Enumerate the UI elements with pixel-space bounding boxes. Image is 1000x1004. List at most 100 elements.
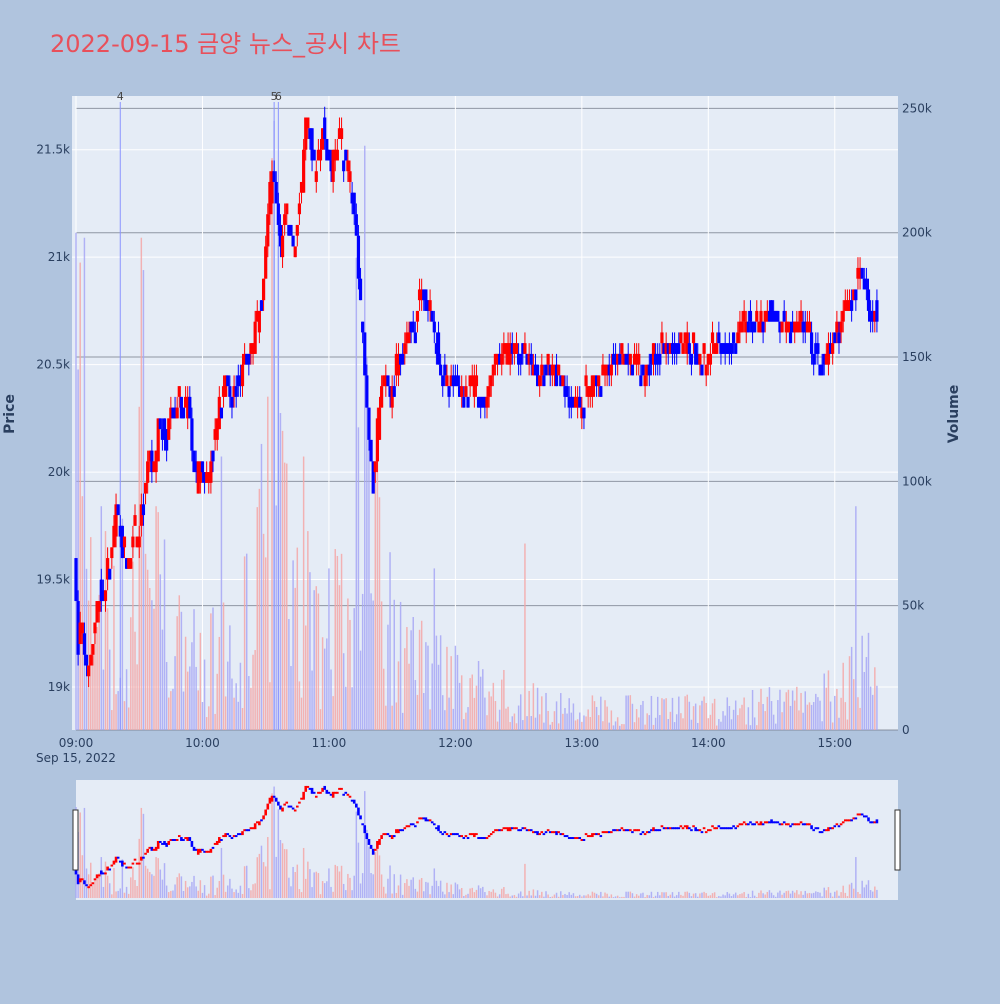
mini-volume-bar <box>564 893 566 898</box>
mini-volume-bar <box>644 897 646 898</box>
mini-volume-bar <box>661 892 663 898</box>
mini-candle <box>810 825 813 830</box>
volume-bar <box>616 717 619 730</box>
mini-volume-bar <box>694 893 697 898</box>
candle-body <box>788 332 793 344</box>
volume-bar <box>772 714 775 730</box>
volume-bar <box>212 607 214 730</box>
candle-body <box>689 353 694 365</box>
volume-bar <box>374 479 377 730</box>
mini-volume-bar <box>473 892 476 898</box>
mini-volume-bar <box>659 895 661 898</box>
volume-bar <box>669 711 672 730</box>
mini-candle <box>144 852 147 855</box>
mini-volume-bar <box>484 892 486 898</box>
mini-volume-bar <box>429 894 431 898</box>
candle-body <box>835 321 839 333</box>
volume-bar <box>587 709 589 730</box>
volume-bar <box>652 724 655 730</box>
mini-volume-bar <box>587 894 589 898</box>
volume-bar <box>130 617 132 730</box>
volume-bar <box>104 531 107 730</box>
volume-bar <box>315 586 318 730</box>
news-marker-label[interactable]: 4 <box>117 90 124 103</box>
mini-candle <box>97 874 101 877</box>
mini-volume-bar <box>416 891 419 898</box>
news-marker-label[interactable]: 6 <box>275 90 282 103</box>
volume-bar <box>463 719 465 730</box>
mini-volume-bar <box>743 892 745 898</box>
mini-volume-bar <box>549 897 551 898</box>
candle-body <box>270 171 274 204</box>
volume-bar <box>585 716 587 730</box>
candle-body <box>809 332 814 354</box>
mini-volume-bar <box>385 893 387 898</box>
range-slider-handle-right[interactable] <box>894 809 901 871</box>
mini-candle <box>321 787 324 792</box>
candle-body <box>261 278 266 301</box>
volume-bar <box>391 705 393 730</box>
mini-candle <box>338 787 341 790</box>
candle-body <box>816 343 820 354</box>
candle-body <box>578 396 582 408</box>
mini-volume-bar <box>174 884 176 898</box>
volume-bar <box>806 704 809 730</box>
mini-volume-bar <box>583 895 585 898</box>
volume-bar <box>397 661 400 730</box>
candle-body <box>221 386 226 397</box>
candle-body <box>529 353 533 365</box>
mini-candle <box>264 809 267 816</box>
candle-body <box>224 375 228 397</box>
candle-body <box>108 568 112 580</box>
candle-body <box>519 353 523 365</box>
mini-volume-bar <box>231 888 233 898</box>
mini-volume-bar <box>458 889 461 898</box>
mini-candle <box>331 791 335 798</box>
y-tick-label: 19k <box>48 680 70 694</box>
mini-volume-bar <box>315 871 318 898</box>
volume-bar <box>332 696 334 730</box>
mini-volume-bar <box>646 894 648 898</box>
mini-volume-bar <box>340 865 343 898</box>
volume-bar <box>844 702 847 730</box>
mini-volume-bar <box>208 893 210 898</box>
candle-body <box>392 386 396 397</box>
mini-candle <box>291 807 295 810</box>
mini-candle <box>329 793 333 796</box>
mini-candle <box>774 821 778 824</box>
mini-candle <box>106 866 109 871</box>
mini-volume-bar <box>619 897 621 898</box>
mini-volume-bar <box>709 895 712 898</box>
mini-volume-bar <box>656 891 659 898</box>
mini-volume-bar <box>492 889 495 898</box>
mini-candle <box>175 839 179 841</box>
range-slider[interactable] <box>76 780 898 900</box>
mini-candle <box>108 868 112 871</box>
news-marker-label[interactable]: 5 <box>271 90 278 103</box>
mini-volume-bar <box>770 892 773 898</box>
mini-candle <box>677 827 681 830</box>
candle-body <box>167 418 171 440</box>
candle-body <box>424 289 428 311</box>
mini-volume-bar <box>323 883 326 898</box>
mini-volume-bar <box>534 895 537 898</box>
mini-volume-bar <box>292 866 294 898</box>
mini-candle <box>161 842 164 845</box>
mini-candle <box>683 825 687 828</box>
mini-volume-bar <box>673 896 676 898</box>
mini-volume-bar <box>874 886 876 898</box>
mini-volume-bar <box>524 863 526 898</box>
candle-body <box>403 343 407 354</box>
mini-candle <box>272 795 276 798</box>
candle-body <box>398 353 403 365</box>
candle-body <box>660 332 664 344</box>
mini-volume-bar <box>560 891 562 898</box>
candle-body <box>198 461 202 483</box>
mini-candle <box>401 829 404 832</box>
volume-bar <box>661 698 663 730</box>
range-slider-handle-left[interactable] <box>72 809 79 871</box>
mini-volume-bar <box>161 879 164 898</box>
volume-bar <box>330 669 332 730</box>
mini-candle <box>662 827 666 830</box>
mini-candle <box>300 797 303 800</box>
